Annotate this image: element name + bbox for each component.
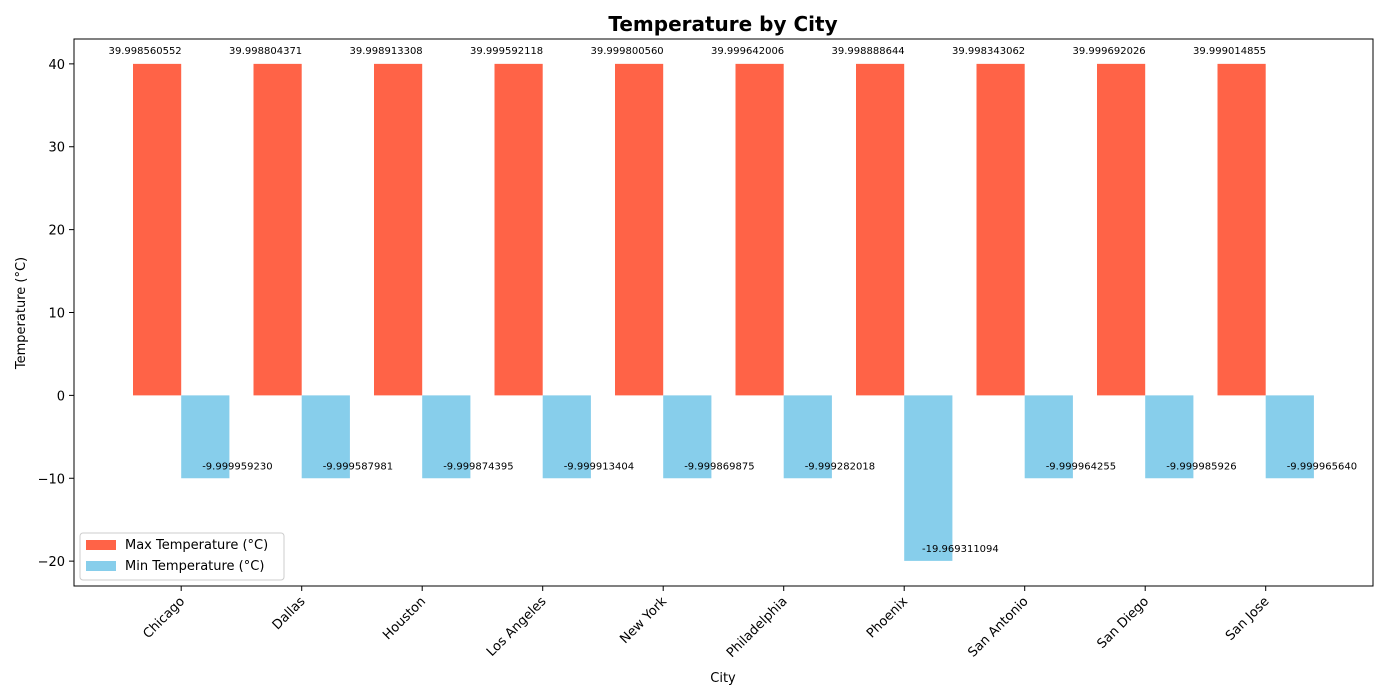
legend-swatch-1 [86, 561, 116, 571]
data-label-max-9: 39.999014855 [1193, 46, 1266, 57]
data-label-min-8: -9.999985926 [1166, 461, 1236, 472]
y-tick-label-6: 40 [48, 58, 65, 73]
legend-swatch-0 [86, 540, 116, 550]
bar-max-7 [976, 63, 1025, 396]
data-label-min-3: -9.999913404 [564, 461, 634, 472]
x-tick-label-3: Los Angeles [484, 594, 550, 660]
data-label-min-9: -9.999965640 [1287, 461, 1357, 472]
x-axis: Chicago Dallas Houston Los Angeles New York P… [140, 586, 1273, 661]
data-label-max-1: 39.998804371 [229, 46, 302, 57]
x-tick-label-9: San Jose [1223, 594, 1273, 644]
chart-title: Temperature by City [608, 12, 837, 36]
bar-min-7 [1024, 395, 1073, 479]
bar-max-4 [615, 63, 664, 396]
data-label-max-0: 39.998560552 [109, 46, 182, 57]
data-label-min-6: -19.969311094 [922, 544, 999, 555]
data-label-min-1: -9.999587981 [323, 461, 393, 472]
y-tick-label-1: −10 [38, 472, 65, 487]
bar-min-8 [1145, 395, 1194, 479]
legend-label-1: Min Temperature (°C) [125, 559, 264, 574]
x-tick-label-2: Houston [380, 594, 429, 643]
data-label-max-2: 39.998913308 [350, 46, 423, 57]
y-tick-label-5: 30 [48, 141, 65, 156]
bar-max-2 [374, 63, 423, 396]
bar-max-1 [253, 63, 302, 396]
legend-box [79, 532, 285, 581]
bar-min-2 [422, 395, 471, 479]
data-label-max-6: 39.998888644 [832, 46, 905, 57]
data-label-max-5: 39.999642006 [711, 46, 784, 57]
y-tick-label-3: 10 [48, 307, 65, 322]
data-label-min-5: -9.999282018 [805, 461, 875, 472]
bar-min-3 [542, 395, 591, 479]
bar-max-6 [856, 63, 905, 396]
data-label-max-4: 39.999800560 [591, 46, 664, 57]
data-label-max-7: 39.998343062 [952, 46, 1025, 57]
bar-max-5 [735, 63, 784, 396]
data-label-min-7: -9.999964255 [1046, 461, 1116, 472]
y-tick-label-2: 0 [57, 389, 65, 404]
bars-group [133, 63, 1314, 561]
x-tick-label-7: San Antonio [965, 594, 1031, 660]
bar-min-4 [663, 395, 712, 479]
data-label-max-3: 39.999592118 [470, 46, 543, 57]
legend-label-0: Max Temperature (°C) [125, 538, 268, 553]
y-axis: −20 −10 0 10 20 30 40 [38, 58, 74, 570]
x-tick-label-4: New York [617, 594, 670, 647]
x-tick-label-8: San Diego [1094, 594, 1152, 652]
x-tick-label-5: Philadelphia [724, 594, 791, 661]
bar-max-9 [1217, 63, 1266, 396]
x-tick-label-1: Dallas [270, 594, 309, 633]
data-label-max-8: 39.999692026 [1073, 46, 1146, 57]
y-tick-label-4: 20 [48, 224, 65, 239]
x-tick-label-6: Phoenix [864, 594, 911, 641]
y-axis-label: Temperature (°C) [14, 257, 29, 370]
x-tick-label-0: Chicago [140, 594, 188, 642]
bar-min-9 [1265, 395, 1314, 479]
bar-min-6 [904, 395, 953, 561]
bar-labels-group: 39.998560552 39.998804371 39.998913308 39.9… [109, 46, 1358, 555]
bar-max-0 [133, 63, 182, 396]
bar-min-1 [301, 395, 350, 479]
bar-max-8 [1097, 63, 1146, 396]
y-tick-label-0: −20 [38, 555, 65, 570]
bar-min-5 [783, 395, 832, 479]
bar-min-0 [181, 395, 230, 479]
data-label-min-2: -9.999874395 [443, 461, 513, 472]
bar-max-3 [494, 63, 543, 396]
data-label-min-0: -9.999959230 [202, 461, 272, 472]
data-label-min-4: -9.999869875 [684, 461, 754, 472]
legend: Max Temperature (°C) Min Temperature (°C) [79, 532, 285, 581]
x-axis-label: City [710, 671, 736, 686]
